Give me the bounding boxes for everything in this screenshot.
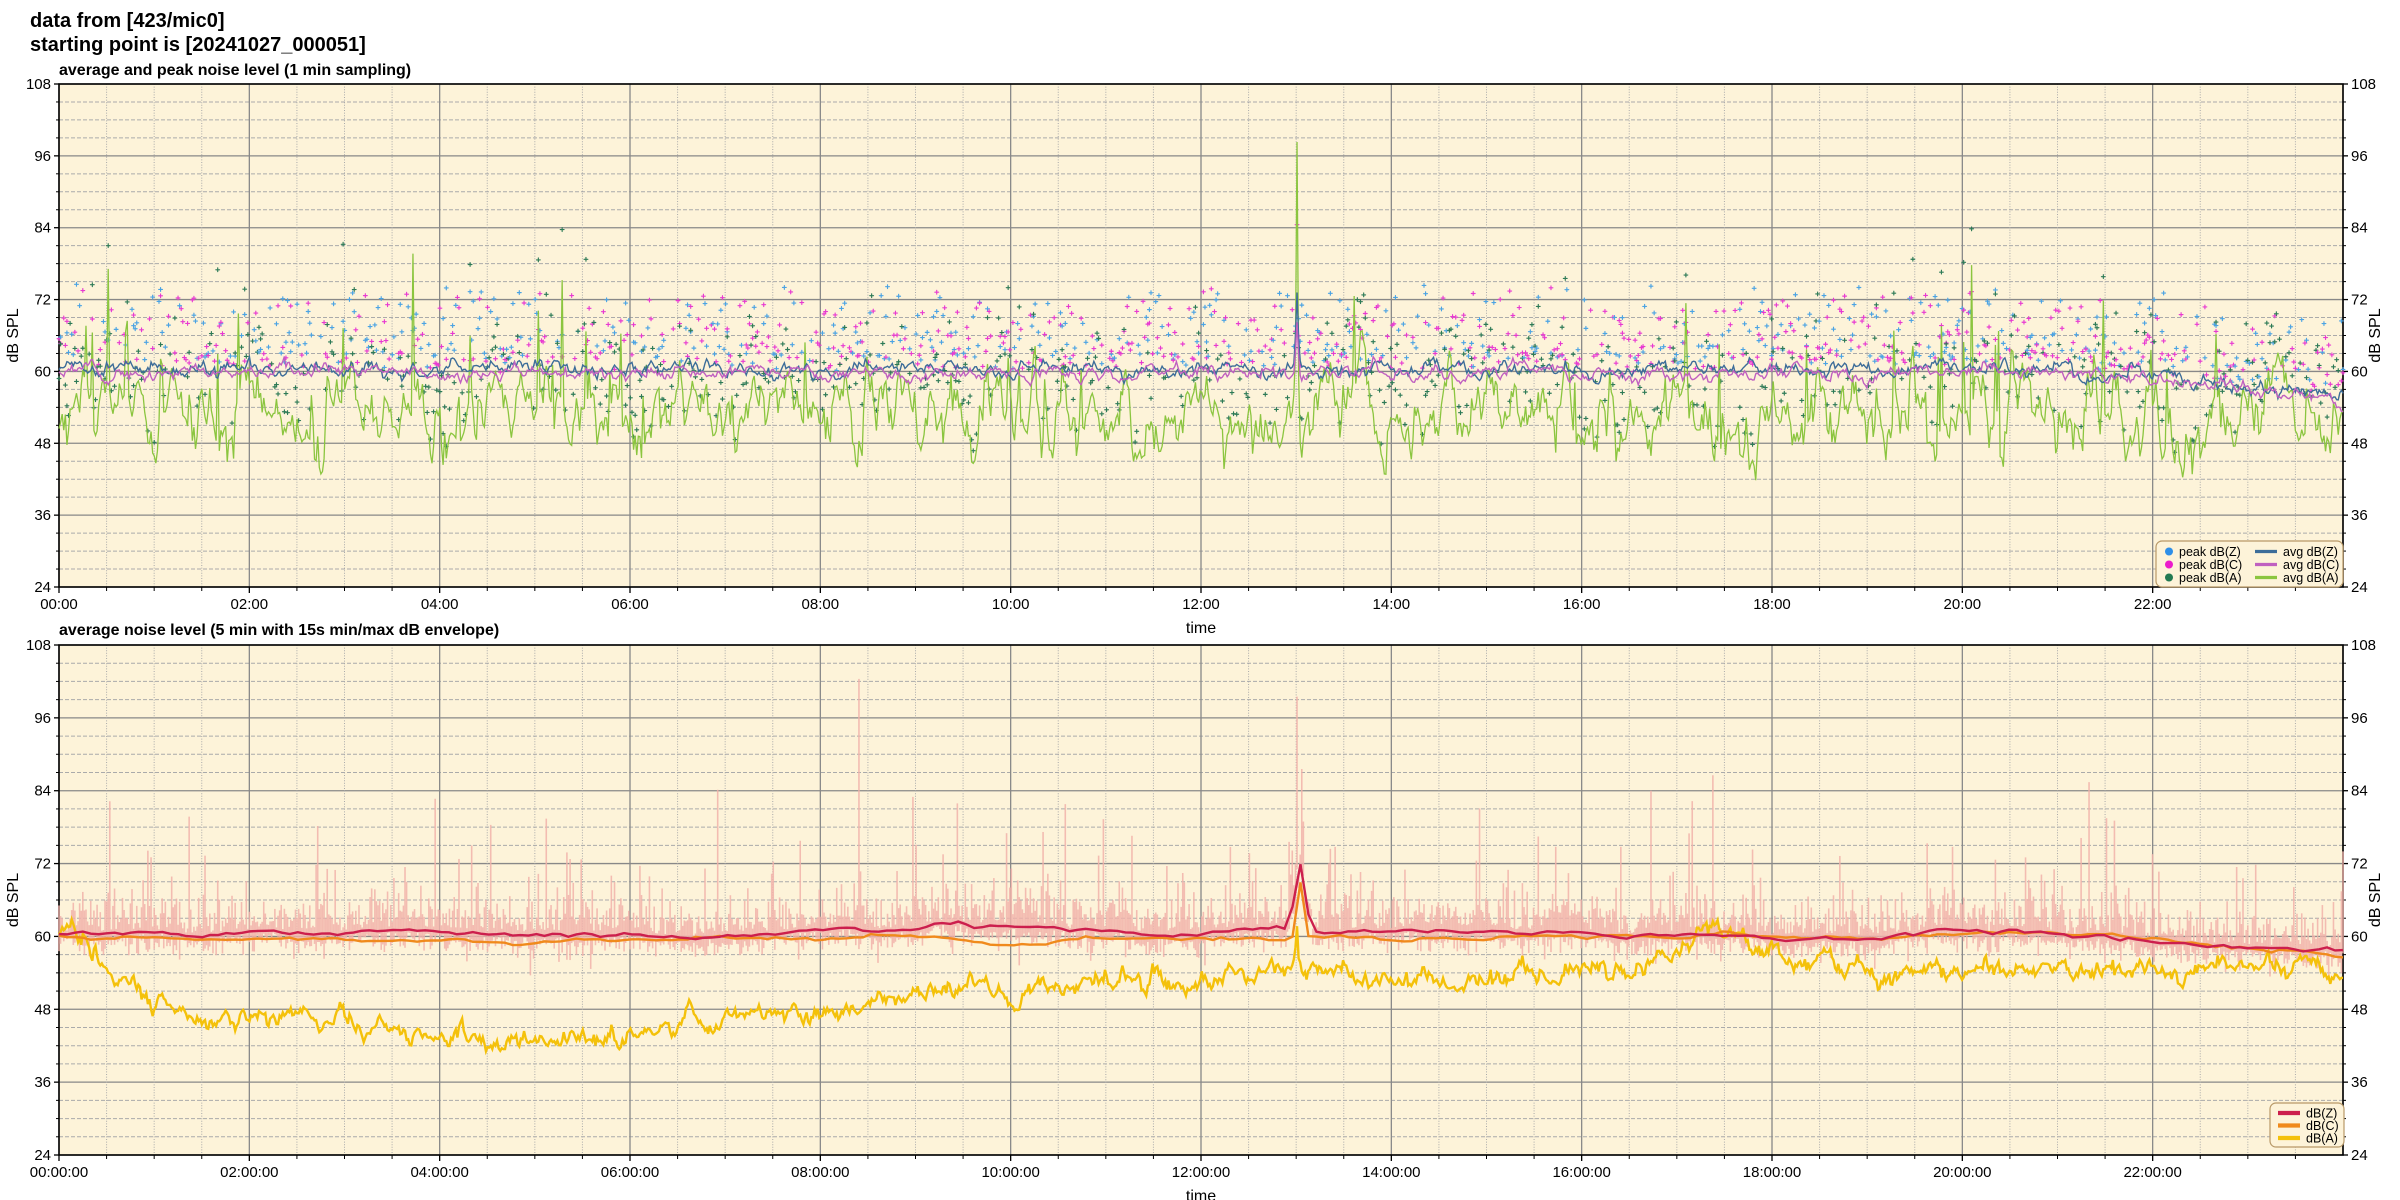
svg-text:16:00: 16:00 bbox=[1563, 596, 1601, 613]
svg-text:24: 24 bbox=[34, 579, 51, 596]
svg-text:60: 60 bbox=[2351, 928, 2368, 945]
svg-text:22:00:00: 22:00:00 bbox=[2123, 1164, 2181, 1181]
svg-text:00:00:00: 00:00:00 bbox=[30, 1164, 88, 1181]
svg-text:00:00: 00:00 bbox=[40, 596, 78, 613]
svg-text:84: 84 bbox=[2351, 783, 2368, 800]
svg-text:18:00:00: 18:00:00 bbox=[1743, 1164, 1801, 1181]
svg-text:20:00:00: 20:00:00 bbox=[1933, 1164, 1991, 1181]
svg-text:08:00:00: 08:00:00 bbox=[791, 1164, 849, 1181]
svg-text:22:00: 22:00 bbox=[2134, 596, 2172, 613]
svg-text:peak dB(C): peak dB(C) bbox=[2179, 558, 2242, 572]
svg-text:dB SPL: dB SPL bbox=[2367, 873, 2384, 927]
svg-text:108: 108 bbox=[26, 76, 51, 93]
svg-text:04:00:00: 04:00:00 bbox=[410, 1164, 468, 1181]
svg-text:96: 96 bbox=[2351, 710, 2368, 727]
svg-text:108: 108 bbox=[26, 637, 51, 654]
svg-text:24: 24 bbox=[34, 1147, 51, 1164]
svg-text:02:00: 02:00 bbox=[231, 596, 269, 613]
svg-text:dB SPL: dB SPL bbox=[2367, 308, 2384, 362]
svg-text:10:00:00: 10:00:00 bbox=[981, 1164, 1039, 1181]
svg-text:96: 96 bbox=[2351, 148, 2368, 165]
svg-text:72: 72 bbox=[2351, 856, 2368, 873]
svg-text:16:00:00: 16:00:00 bbox=[1552, 1164, 1610, 1181]
svg-text:time: time bbox=[1186, 620, 1216, 637]
svg-text:48: 48 bbox=[34, 1001, 51, 1018]
svg-text:06:00: 06:00 bbox=[611, 596, 649, 613]
svg-text:dB(A): dB(A) bbox=[2306, 1132, 2338, 1146]
svg-text:84: 84 bbox=[34, 783, 51, 800]
svg-text:48: 48 bbox=[2351, 435, 2368, 452]
svg-text:108: 108 bbox=[2351, 637, 2376, 654]
svg-text:avg dB(C): avg dB(C) bbox=[2283, 558, 2339, 572]
svg-text:14:00: 14:00 bbox=[1373, 596, 1411, 613]
svg-text:36: 36 bbox=[2351, 1074, 2368, 1091]
svg-text:10:00: 10:00 bbox=[992, 596, 1030, 613]
svg-text:36: 36 bbox=[2351, 507, 2368, 524]
svg-text:72: 72 bbox=[34, 292, 51, 309]
svg-text:dB SPL: dB SPL bbox=[5, 873, 22, 927]
svg-text:84: 84 bbox=[34, 220, 51, 237]
svg-text:06:00:00: 06:00:00 bbox=[601, 1164, 659, 1181]
svg-text:84: 84 bbox=[2351, 220, 2368, 237]
svg-text:14:00:00: 14:00:00 bbox=[1362, 1164, 1420, 1181]
svg-text:time: time bbox=[1186, 1188, 1216, 1200]
svg-text:72: 72 bbox=[2351, 292, 2368, 309]
svg-text:60: 60 bbox=[2351, 363, 2368, 380]
svg-text:avg dB(Z): avg dB(Z) bbox=[2283, 545, 2338, 559]
svg-text:12:00:00: 12:00:00 bbox=[1172, 1164, 1230, 1181]
svg-text:48: 48 bbox=[2351, 1001, 2368, 1018]
svg-text:96: 96 bbox=[34, 710, 51, 727]
svg-text:60: 60 bbox=[34, 928, 51, 945]
svg-text:36: 36 bbox=[34, 1074, 51, 1091]
svg-text:peak dB(A): peak dB(A) bbox=[2179, 571, 2242, 585]
svg-text:18:00: 18:00 bbox=[1753, 596, 1791, 613]
svg-text:20:00: 20:00 bbox=[1944, 596, 1982, 613]
svg-text:24: 24 bbox=[2351, 579, 2368, 596]
svg-text:02:00:00: 02:00:00 bbox=[220, 1164, 278, 1181]
svg-text:48: 48 bbox=[34, 435, 51, 452]
svg-text:72: 72 bbox=[34, 856, 51, 873]
svg-text:60: 60 bbox=[34, 363, 51, 380]
svg-text:avg dB(A): avg dB(A) bbox=[2283, 571, 2339, 585]
svg-text:peak dB(Z): peak dB(Z) bbox=[2179, 545, 2241, 559]
svg-text:36: 36 bbox=[34, 507, 51, 524]
svg-text:dB SPL: dB SPL bbox=[5, 308, 22, 362]
svg-text:108: 108 bbox=[2351, 76, 2376, 93]
svg-text:04:00: 04:00 bbox=[421, 596, 459, 613]
svg-text:24: 24 bbox=[2351, 1147, 2368, 1164]
svg-text:08:00: 08:00 bbox=[802, 596, 840, 613]
svg-text:96: 96 bbox=[34, 148, 51, 165]
svg-text:12:00: 12:00 bbox=[1182, 596, 1220, 613]
